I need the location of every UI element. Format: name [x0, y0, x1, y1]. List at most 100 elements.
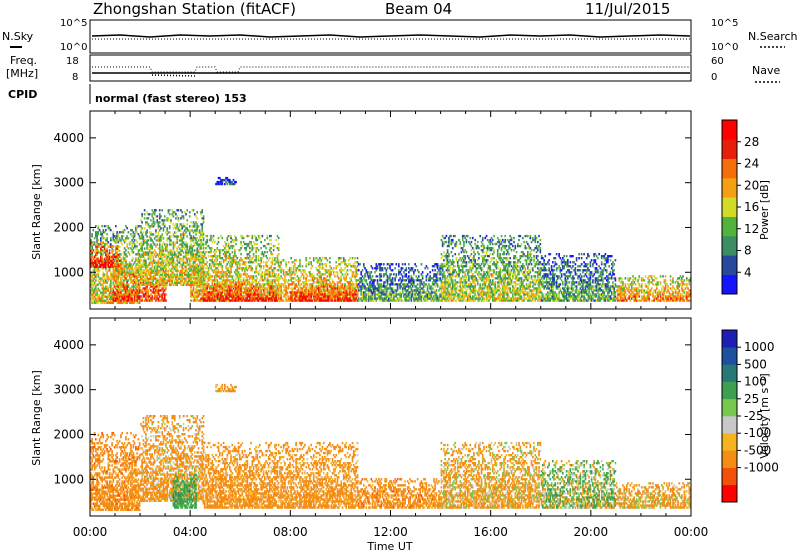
- echo-cell: [263, 261, 265, 263]
- echo-cell: [344, 259, 346, 261]
- echo-cell: [369, 281, 371, 283]
- echo-cell: [333, 281, 335, 283]
- echo-cell: [349, 287, 351, 289]
- echo-cell: [312, 287, 314, 289]
- echo-cell: [185, 266, 187, 268]
- echo-cell: [293, 281, 295, 283]
- echo-cell: [287, 293, 289, 295]
- echo-cell: [230, 241, 232, 243]
- echo-cell: [144, 209, 146, 211]
- echo-cell: [186, 262, 188, 264]
- echo-cell: [171, 251, 173, 253]
- nave-trace: [92, 67, 690, 72]
- echo-cell: [313, 297, 315, 299]
- echo-cell: [154, 211, 156, 213]
- freq-label-1: Freq.: [10, 54, 37, 67]
- echo-cell: [247, 289, 249, 291]
- echo-cell: [293, 261, 295, 263]
- echo-cell: [300, 287, 302, 289]
- echo-cell: [96, 248, 98, 250]
- echo-cell: [169, 209, 171, 211]
- echo-cell: [264, 279, 266, 281]
- echo-cell: [220, 261, 222, 263]
- echo-cell: [322, 257, 324, 259]
- echo-cell: [149, 280, 151, 282]
- echo-cell: [186, 227, 188, 229]
- echo-cell: [195, 287, 197, 289]
- echo-cell: [278, 259, 280, 261]
- echo-cell: [238, 279, 240, 281]
- echo-cell: [220, 263, 222, 265]
- echo-cell: [148, 243, 150, 245]
- echo-cell: [325, 289, 327, 291]
- echo-cell: [131, 229, 133, 231]
- echo-cell: [203, 257, 205, 259]
- echo-cell: [298, 289, 300, 291]
- echo-cell: [215, 269, 217, 271]
- echo-cell: [214, 241, 216, 243]
- echo-cell: [325, 265, 327, 267]
- echo-cell: [252, 287, 254, 289]
- echo-cell: [134, 297, 136, 299]
- echo-cell: [229, 259, 231, 261]
- echo-cell: [176, 223, 178, 225]
- echo-cell: [154, 243, 156, 245]
- echo-cell: [166, 233, 168, 235]
- echo-cell: [154, 249, 156, 251]
- echo-cell: [201, 235, 203, 237]
- echo-cell: [98, 225, 100, 227]
- echo-cell: [222, 281, 224, 283]
- echo-cell: [166, 258, 168, 260]
- echo-cell: [295, 295, 297, 297]
- echo-cell: [119, 269, 121, 271]
- echo-cell: [262, 257, 264, 259]
- echo-cell: [337, 275, 339, 277]
- echo-cell: [164, 223, 166, 225]
- echo-cell: [270, 297, 272, 299]
- echo-cell: [201, 223, 203, 225]
- echo-cell: [208, 283, 210, 285]
- echo-cell: [114, 275, 116, 277]
- echo-cell: [278, 249, 280, 251]
- echo-cell: [340, 267, 342, 269]
- echo-cell: [170, 239, 172, 241]
- echo-cell: [267, 265, 269, 267]
- echo-cell: [304, 271, 306, 273]
- echo-cell: [344, 267, 346, 269]
- echo-cell: [110, 286, 112, 288]
- echo-cell: [129, 273, 131, 275]
- echo-cell: [358, 269, 360, 271]
- echo-cell: [225, 259, 227, 261]
- echo-cell: [270, 291, 272, 293]
- echo-cell: [227, 239, 229, 241]
- echo-cell: [242, 299, 244, 301]
- echo-cell: [219, 287, 221, 289]
- echo-cell: [214, 253, 216, 255]
- echo-cell: [106, 233, 108, 235]
- echo-cell: [247, 277, 249, 279]
- echo-cell: [171, 209, 173, 211]
- echo-cell: [320, 261, 322, 263]
- echo-cell: [343, 299, 345, 301]
- echo-cell: [123, 299, 125, 301]
- echo-cell: [265, 283, 267, 285]
- echo-cell: [118, 254, 120, 256]
- echo-cell: [210, 251, 212, 253]
- echo-cell: [131, 243, 133, 245]
- echo-cell: [119, 275, 121, 277]
- echo-cell: [183, 268, 185, 270]
- echo-cell: [252, 245, 254, 247]
- echo-cell: [330, 273, 332, 275]
- echo-cell: [319, 267, 321, 269]
- echo-cell: [195, 231, 197, 233]
- echo-cell: [223, 275, 225, 277]
- echo-cell: [158, 256, 160, 258]
- echo-cell: [258, 281, 260, 283]
- echo-cell: [274, 259, 276, 261]
- echo-cell: [249, 247, 251, 249]
- echo-cell: [153, 270, 155, 272]
- echo-cell: [349, 281, 351, 283]
- echo-cell: [345, 263, 347, 265]
- echo-cell: [193, 287, 195, 289]
- echo-cell: [179, 260, 181, 262]
